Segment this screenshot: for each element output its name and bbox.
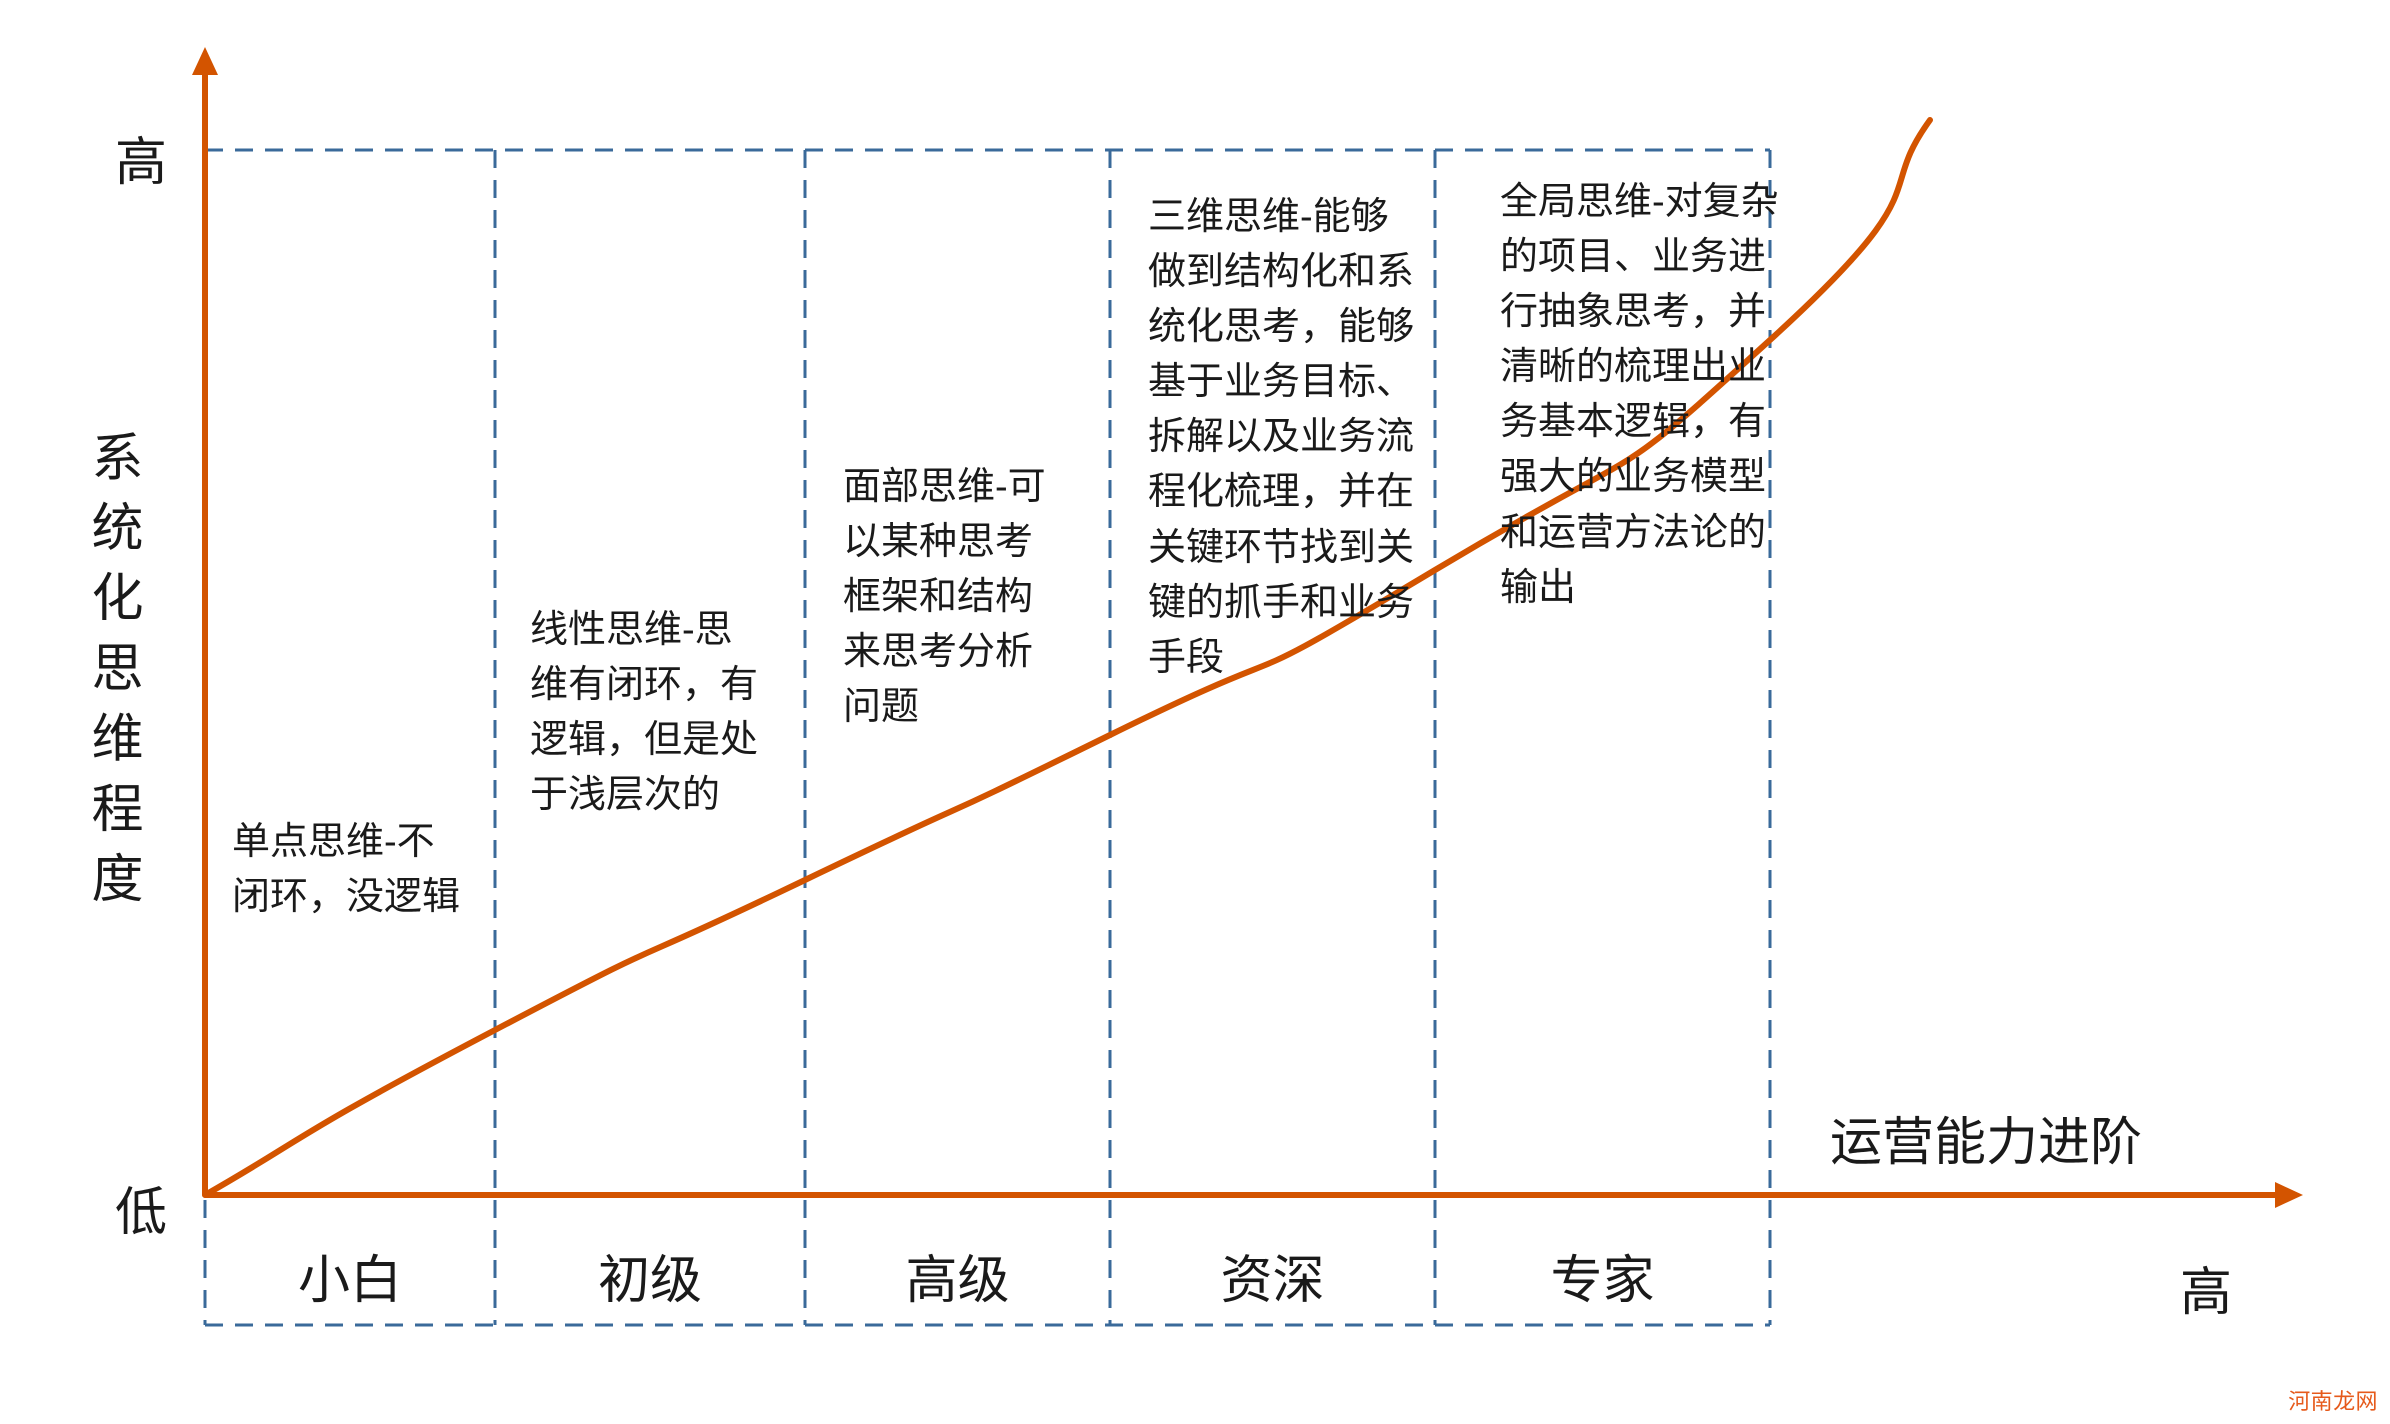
y-axis-low-label: 低 (115, 1170, 167, 1245)
stage-desc-gaoji: 面部思维-可 以某种思考 框架和结构 来思考分析 问题 (843, 460, 1093, 735)
stage-label-chuji: 初级 (570, 1238, 730, 1313)
stage-desc-zhuanjia: 全局思维-对复杂 的项目、业务进 行抽象思考，并 清晰的梳理出业 务基本逻辑，有… (1500, 175, 1820, 616)
growth-curve-chart: 系统化思维程度 低 高 运营能力进阶 高 单点思维-不 闭环，没逻辑 线性思维-… (0, 0, 2390, 1424)
y-axis-high-label: 高 (115, 120, 167, 195)
stage-label-gaoji: 高级 (878, 1238, 1038, 1313)
stage-label-zishen: 资深 (1193, 1238, 1353, 1313)
stage-desc-zishen: 三维思维-能够 做到结构化和系 统化思考，能够 基于业务目标、 拆解以及业务流 … (1148, 190, 1448, 686)
x-axis-high-label: 高 (2180, 1250, 2232, 1325)
stage-label-xiaobai: 小白 (270, 1238, 430, 1313)
x-axis-title: 运营能力进阶 (1830, 1100, 2142, 1175)
stage-desc-chuji: 线性思维-思 维有闭环，有 逻辑，但是处 于浅层次的 (530, 603, 800, 823)
stage-label-zhuanjia: 专家 (1523, 1238, 1683, 1313)
y-axis-title: 系统化思维程度 (75, 430, 150, 921)
stage-desc-xiaobai: 单点思维-不 闭环，没逻辑 (232, 815, 492, 925)
watermark: 河南龙网 (2288, 1384, 2378, 1416)
